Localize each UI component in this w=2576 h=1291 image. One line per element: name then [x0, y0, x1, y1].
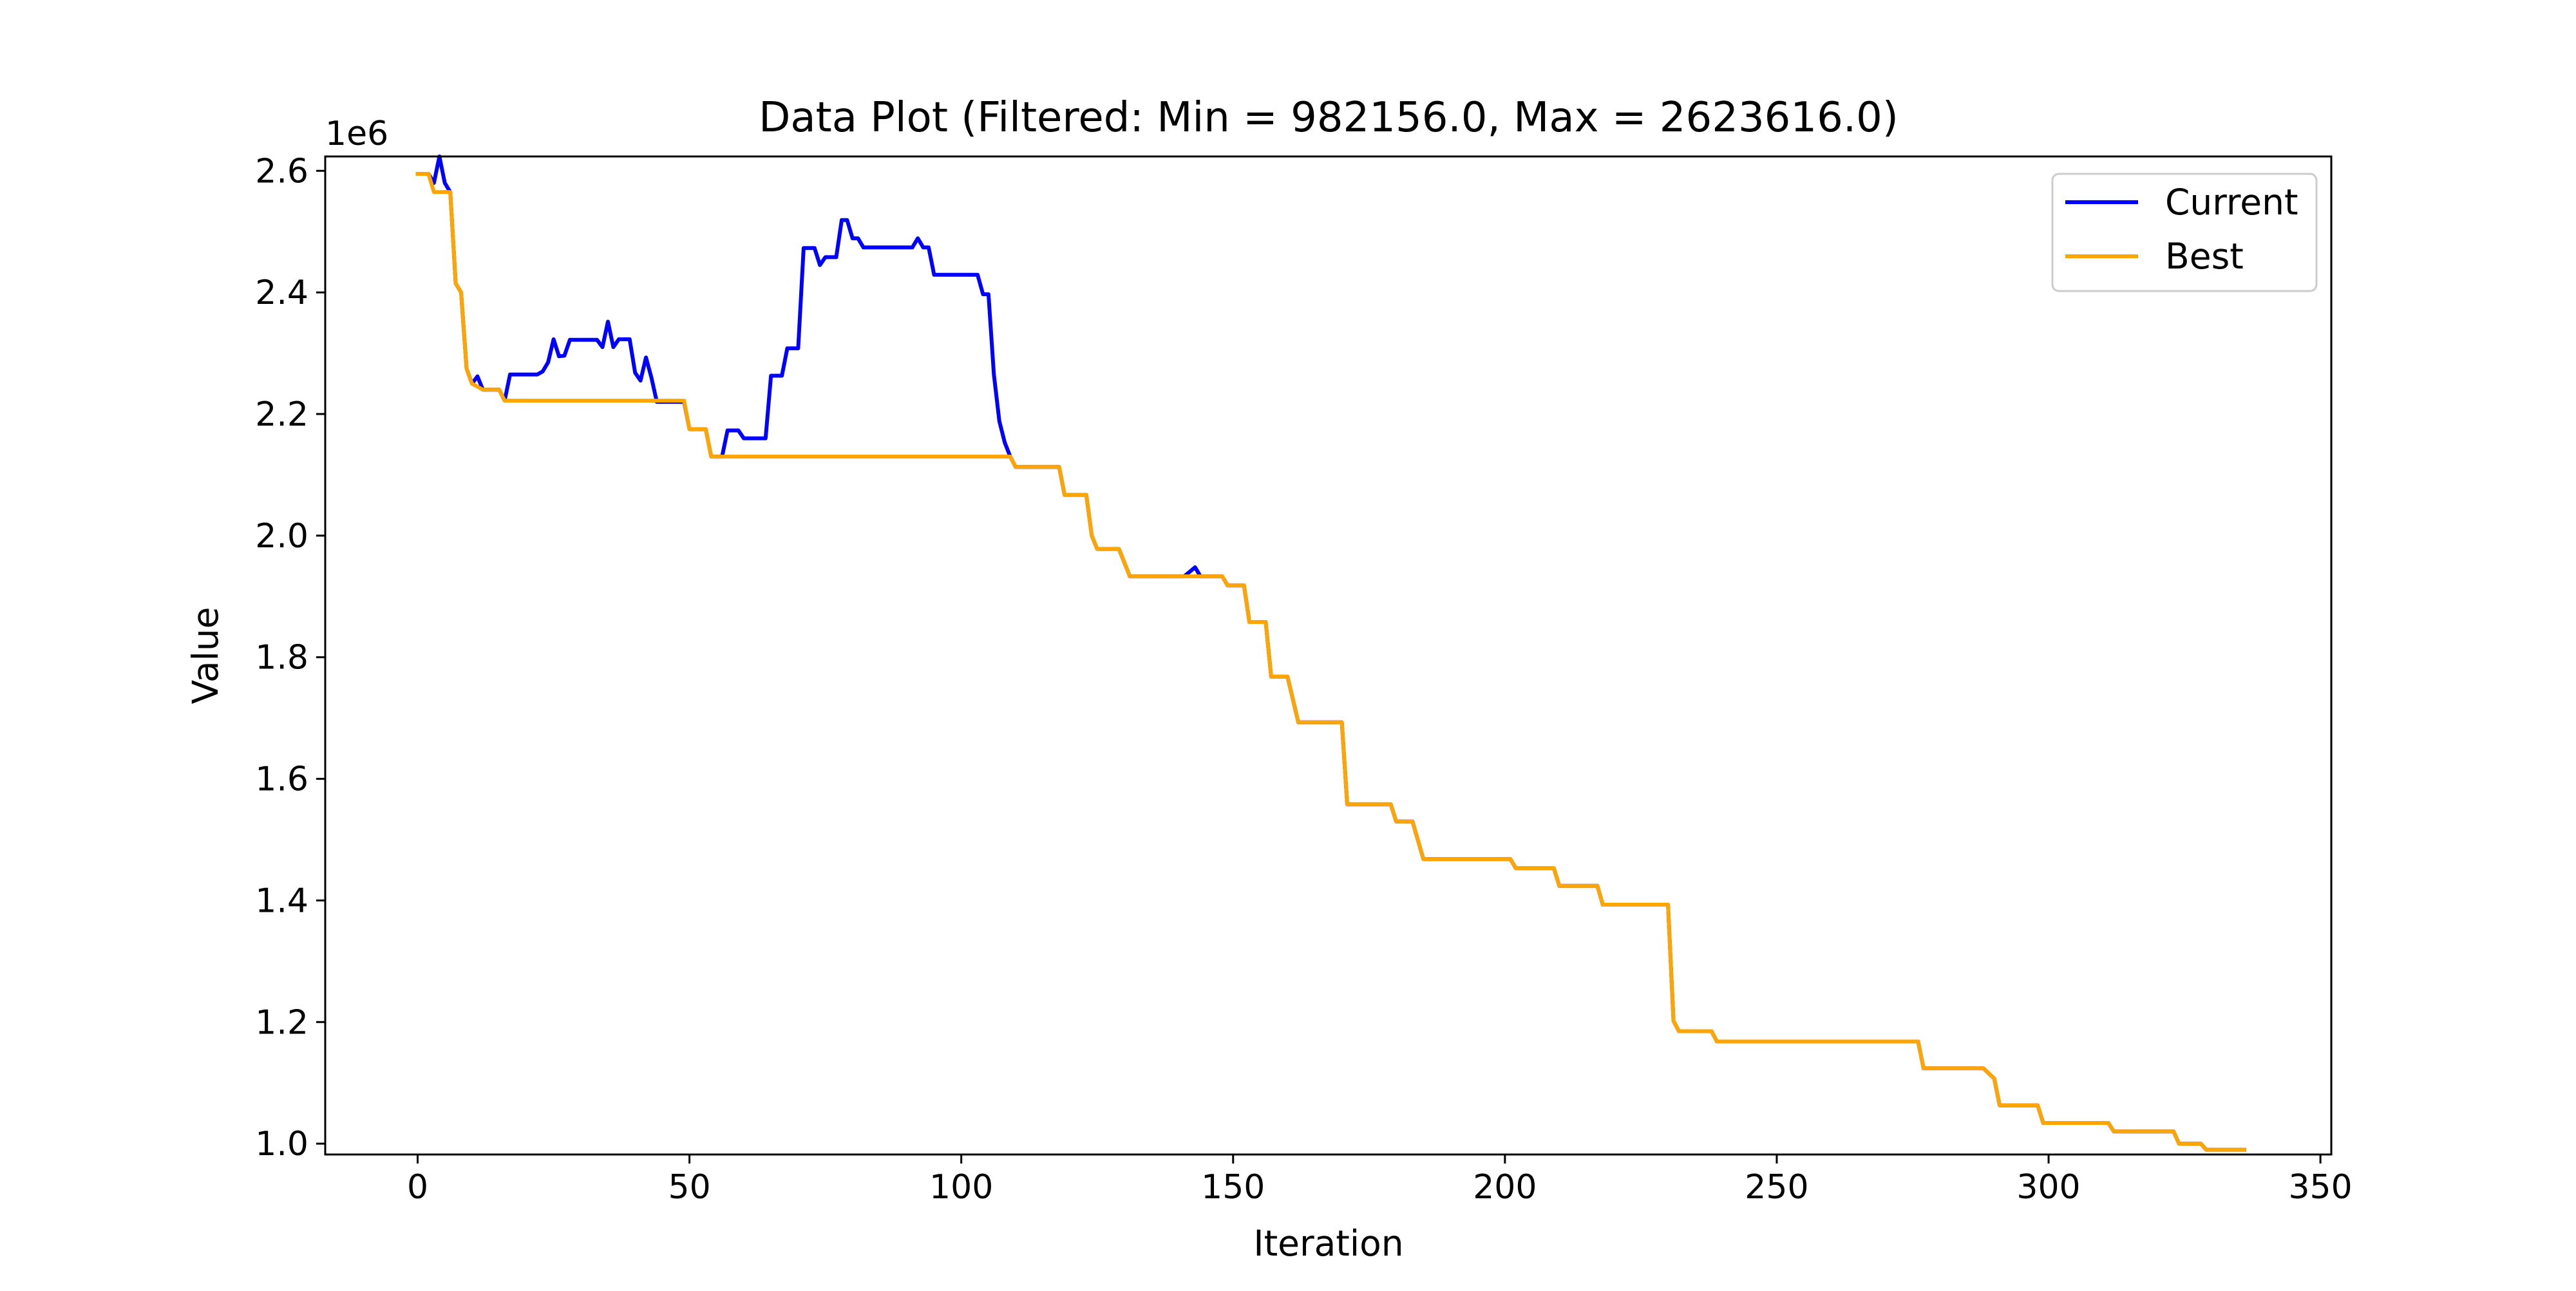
y-tick-label: 1.6: [255, 760, 308, 799]
y-tick-label: 2.6: [255, 152, 308, 191]
series-layer: [415, 155, 2246, 1152]
x-tick-label: 50: [668, 1168, 711, 1207]
y-tick-label: 2.2: [255, 395, 308, 434]
y-tick-label: 1.4: [255, 881, 308, 920]
x-tick-label: 150: [1201, 1168, 1265, 1207]
legend-label-current: Current: [2165, 182, 2298, 223]
x-tick-label: 0: [407, 1168, 428, 1207]
y-tick-label: 1.8: [255, 639, 308, 677]
x-tick-label: 200: [1473, 1168, 1537, 1207]
x-axis-label: Iteration: [1253, 1223, 1403, 1264]
x-tick-label: 300: [2016, 1168, 2080, 1207]
y-tick-label: 2.0: [255, 517, 308, 556]
plot-area: [325, 156, 2331, 1154]
plot-frame: [324, 155, 2333, 1156]
x-tick-label: 250: [1745, 1168, 1808, 1207]
y-tick-label: 1.2: [255, 1003, 308, 1042]
legend: Current Best: [2051, 173, 2318, 292]
x-tick-label: 100: [929, 1168, 993, 1207]
chart-title: Data Plot (Filtered: Min = 982156.0, Max…: [759, 94, 1899, 142]
x-axis: 0 50 100 150 200 250 300 350: [407, 1154, 2353, 1207]
y-tick-label: 1.0: [255, 1125, 308, 1164]
y-tick-label: 2.4: [255, 274, 308, 312]
legend-label-best: Best: [2165, 236, 2244, 277]
y-axis: 1.0 1.2 1.4 1.6 1.8 2.0 2.2 2.4 2.6: [255, 152, 325, 1164]
x-tick-label: 350: [2288, 1168, 2352, 1207]
y-axis-offset-label: 1e6: [325, 115, 388, 153]
y-axis-label: Value: [185, 607, 226, 704]
series-line-best: [415, 172, 2246, 1152]
